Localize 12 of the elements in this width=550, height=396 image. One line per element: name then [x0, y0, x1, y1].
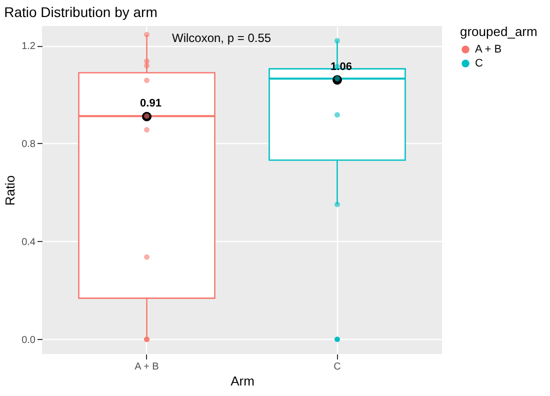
y-tick-label: 0.8 [22, 138, 36, 150]
x-axis-title: Arm [230, 374, 254, 388]
legend-title: grouped_arm [460, 24, 538, 39]
y-axis-title: Ratio [2, 175, 18, 206]
y-tick-label: 1.2 [22, 41, 36, 52]
legend-label: C [475, 58, 483, 70]
legend-label: A + B [475, 44, 502, 56]
y-tick-label: 0.4 [22, 236, 36, 248]
data-label: 0.91 [140, 98, 162, 110]
y-tick-label: 0.0 [22, 334, 36, 346]
chart-title: Ratio Distribution by arm [4, 4, 158, 20]
annotation: Wilcoxon, p = 0.55 [172, 31, 272, 45]
